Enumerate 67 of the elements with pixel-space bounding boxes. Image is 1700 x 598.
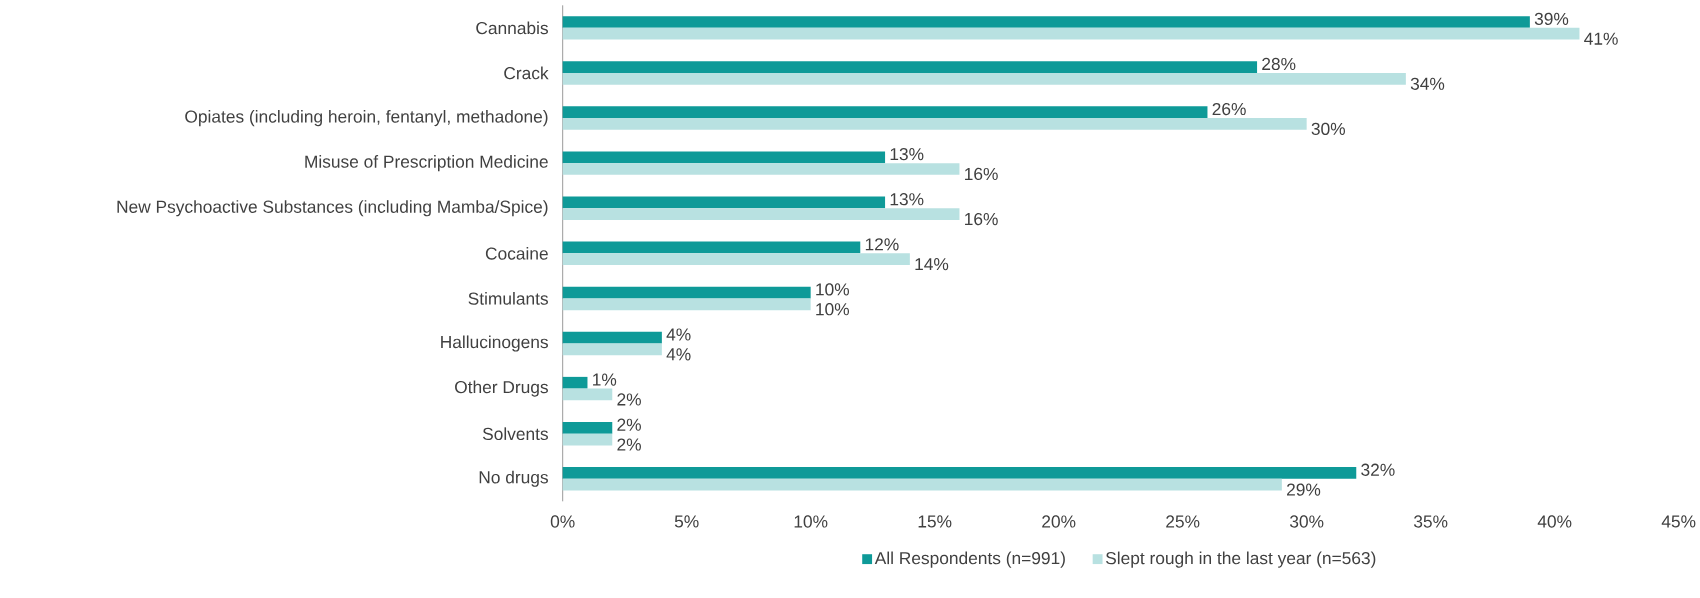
bar: [562, 467, 1357, 479]
data-label: 12%: [865, 238, 899, 251]
data-label: 2%: [617, 418, 641, 431]
data-label: 32%: [1361, 463, 1395, 476]
y-tick-label: Misuse of Prescription Medicine: [305, 155, 548, 172]
bar: [562, 106, 1208, 119]
x-tick-label: 45%: [1661, 515, 1696, 528]
data-label: 10%: [816, 283, 850, 296]
y-tick-label: Opiates (including heroin, fentanyl, methadone): [185, 109, 548, 127]
bar: [562, 27, 1580, 40]
bar: [562, 61, 1258, 73]
data-label: 29%: [1287, 483, 1321, 496]
bar: [562, 241, 861, 254]
x-tick-label: 15%: [918, 515, 952, 528]
x-tick-label: 40%: [1537, 515, 1572, 528]
bar: [562, 163, 960, 175]
bar: [562, 331, 662, 344]
bar: [562, 118, 1307, 130]
legend-label: All Respondents (n=991): [874, 551, 1065, 568]
data-label: 14%: [915, 258, 949, 271]
data-label: 13%: [890, 147, 924, 161]
y-tick-label: Crack: [504, 66, 549, 80]
data-label: 28%: [1262, 57, 1296, 71]
bar: [562, 421, 613, 434]
data-label: 26%: [1212, 102, 1246, 116]
y-tick-label: New Psychoactive Substances (including Mamba/Spice): [117, 200, 548, 217]
data-label: 34%: [1410, 77, 1445, 90]
x-tick-label: 10%: [794, 515, 828, 528]
x-tick-label: 25%: [1166, 515, 1200, 528]
legend-label: Slept rough in the last year (n=563): [1106, 551, 1376, 568]
data-label: 41%: [1584, 32, 1618, 45]
y-tick-label: No drugs: [479, 470, 548, 487]
y-tick-label: Cannabis: [476, 21, 548, 35]
x-tick-label: 5%: [674, 515, 699, 528]
bar: [562, 286, 811, 299]
y-tick-label: Hallucinogens: [441, 335, 548, 352]
bar: [562, 208, 960, 220]
x-tick-label: 35%: [1413, 515, 1448, 528]
bar: [562, 16, 1530, 28]
y-tick-label: Other Drugs: [455, 380, 548, 397]
data-label: 16%: [965, 167, 998, 181]
bar: [562, 343, 662, 356]
bar: [562, 388, 613, 401]
y-tick-label: Cocaine: [485, 246, 548, 260]
bar: [562, 151, 886, 164]
x-tick-label: 0%: [550, 515, 575, 528]
data-label: 2%: [617, 393, 641, 406]
x-tick-label: 30%: [1289, 515, 1324, 528]
data-label: 2%: [617, 438, 641, 451]
bar: [562, 478, 1282, 491]
x-tick-label: 20%: [1042, 515, 1076, 528]
y-tick-label: Stimulants: [468, 292, 548, 305]
bar: [562, 298, 811, 311]
data-label: 30%: [1311, 122, 1346, 136]
data-label: 4%: [666, 328, 691, 341]
data-label: 16%: [965, 212, 998, 226]
data-label: 39%: [1534, 12, 1569, 25]
data-label: 4%: [666, 348, 691, 361]
y-tick-label: Solvents: [482, 427, 548, 441]
bar: [562, 376, 588, 389]
bar: [562, 72, 1406, 85]
data-label: 10%: [816, 303, 850, 316]
bar: [562, 253, 910, 266]
data-label: 13%: [890, 193, 924, 206]
bar: [562, 196, 886, 209]
data-label: 1%: [593, 373, 617, 386]
bar: [562, 433, 613, 446]
